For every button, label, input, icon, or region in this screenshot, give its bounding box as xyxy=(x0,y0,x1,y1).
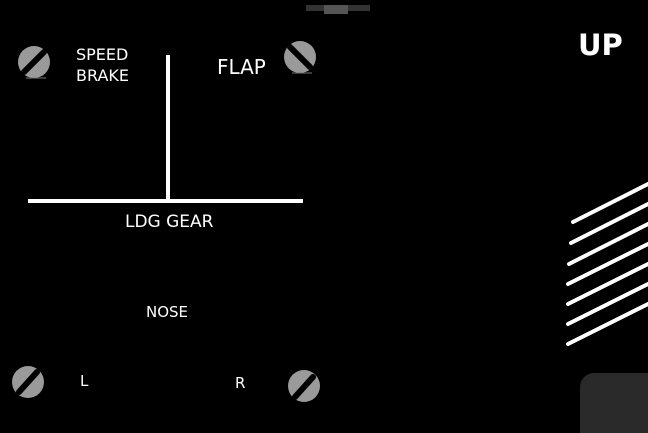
screw-icon xyxy=(282,39,318,75)
ldg-gear-label: LDG GEAR xyxy=(125,212,214,232)
screw-icon xyxy=(16,44,52,80)
horizontal-divider xyxy=(28,199,303,203)
top-bracket xyxy=(306,0,370,14)
flap-label: FLAP xyxy=(217,55,266,79)
gear-lever-stripes xyxy=(560,176,648,356)
screw-icon xyxy=(10,364,46,400)
left-gear-label: L xyxy=(80,372,89,390)
gear-up-indicator: UP xyxy=(578,28,623,62)
right-gear-label: R xyxy=(235,374,246,392)
speed-brake-label: SPEED BRAKE xyxy=(76,45,129,85)
screw-icon xyxy=(286,368,322,404)
nose-label: NOSE xyxy=(146,303,189,321)
vertical-divider xyxy=(166,55,170,203)
landing-gear-handle[interactable] xyxy=(580,373,648,433)
